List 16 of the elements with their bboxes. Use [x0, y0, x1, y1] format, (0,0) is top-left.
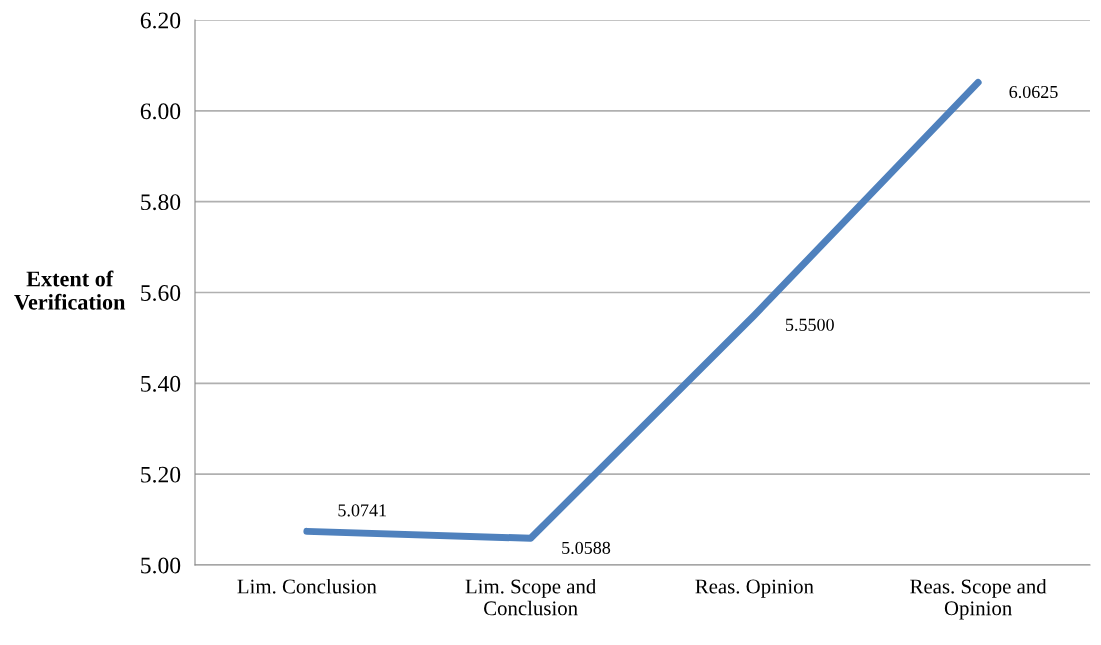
y-tick-label: 6.20: [140, 12, 181, 29]
y-tick-label: 6.00: [140, 103, 181, 120]
data-label: 5.5500: [785, 318, 834, 331]
x-tick-label: Lim. Conclusion: [237, 578, 377, 594]
x-tick-label: Reas. Scope and Opinion: [910, 578, 1047, 620]
y-tick-label: 5.00: [141, 557, 181, 574]
y-tick-label: 5.60: [141, 284, 181, 302]
data-label: 5.0741: [338, 504, 386, 517]
y-tick-label: 5.80: [141, 194, 181, 211]
y-tick-label: 5.20: [141, 466, 181, 483]
x-tick-label: Lim. Scope and Conclusion: [465, 578, 597, 616]
y-tick-label: 5.40: [141, 375, 181, 392]
x-tick-label: Reas. Opinion: [695, 579, 814, 598]
y-axis-title: Extent of Verification: [14, 270, 126, 310]
data-label: 6.0625: [1009, 85, 1058, 99]
data-label: 5.0588: [562, 541, 611, 554]
